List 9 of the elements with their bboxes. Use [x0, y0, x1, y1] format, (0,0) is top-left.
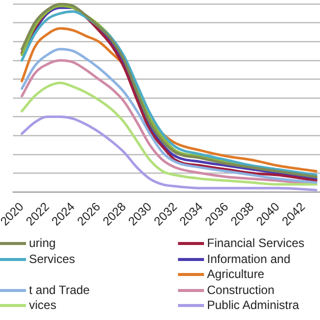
legend-label: Public Administra — [207, 298, 300, 314]
legend-label: vices — [29, 298, 56, 314]
legend-label: Agriculture — [207, 267, 264, 282]
legend-label: uring — [29, 236, 56, 252]
legend-label: Financial Services — [207, 236, 304, 252]
legend-label: Services — [29, 252, 76, 267]
legend-label: Construction — [207, 282, 274, 298]
legend-label: t and Trade — [29, 282, 90, 298]
legend-label: Information and — [207, 252, 290, 267]
